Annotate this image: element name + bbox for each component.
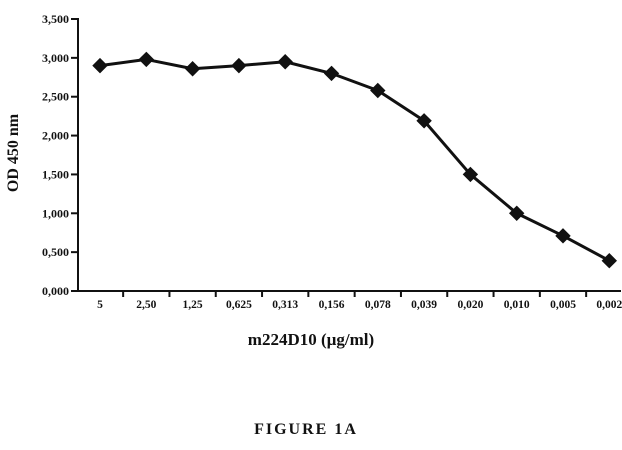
x-tick-label: 0,005 [550,299,576,311]
y-tick-label: 1,500 [42,167,69,181]
x-tick-label: 1,25 [183,299,203,311]
data-point-marker [138,51,155,68]
x-tick-label: 0,002 [596,299,622,311]
data-point-marker [416,113,432,129]
x-tick-label: 0,625 [226,299,252,311]
y-tick-label: 0,500 [42,245,69,259]
data-point-marker [601,252,618,269]
data-point-marker [323,65,340,82]
x-tick-label: 2,50 [136,299,156,311]
x-tick-label: 0,078 [365,299,391,311]
y-tick-label: 2,500 [42,90,69,104]
series-line [99,57,611,263]
x-tick-label: 5 [97,299,103,311]
x-axis-title: m224D10 (µg/ml) [248,330,374,349]
y-tick-label: 0,000 [42,284,69,298]
y-axis-title: OD 450 nm [5,113,22,192]
x-tick-label: 0,156 [319,299,345,311]
x-tick-label: 0,020 [457,299,483,311]
x-tick-label: 0,010 [504,299,530,311]
data-point-marker [508,205,525,221]
data-point-marker [92,57,108,74]
data-point-marker [370,82,386,99]
points-group [92,51,618,269]
y-tick-label: 1,000 [42,206,69,220]
x-tick-label: 0,039 [411,299,437,311]
x-tick-label: 0,313 [272,299,298,311]
data-point-marker [184,61,201,77]
axes: 3,500 3,000 2,500 2,000 1,500 1,000 0,500 0,000… [42,12,622,311]
figure-caption: FIGURE 1A [254,421,358,438]
y-tick-label: 2,000 [42,129,69,143]
data-point-marker [277,54,293,70]
data-point-marker [555,228,571,244]
data-point-marker [462,166,479,183]
y-tick-label: 3,000 [42,51,69,65]
y-tick-label: 3,500 [42,12,69,26]
data-point-marker [231,57,247,74]
series-group [99,57,611,263]
